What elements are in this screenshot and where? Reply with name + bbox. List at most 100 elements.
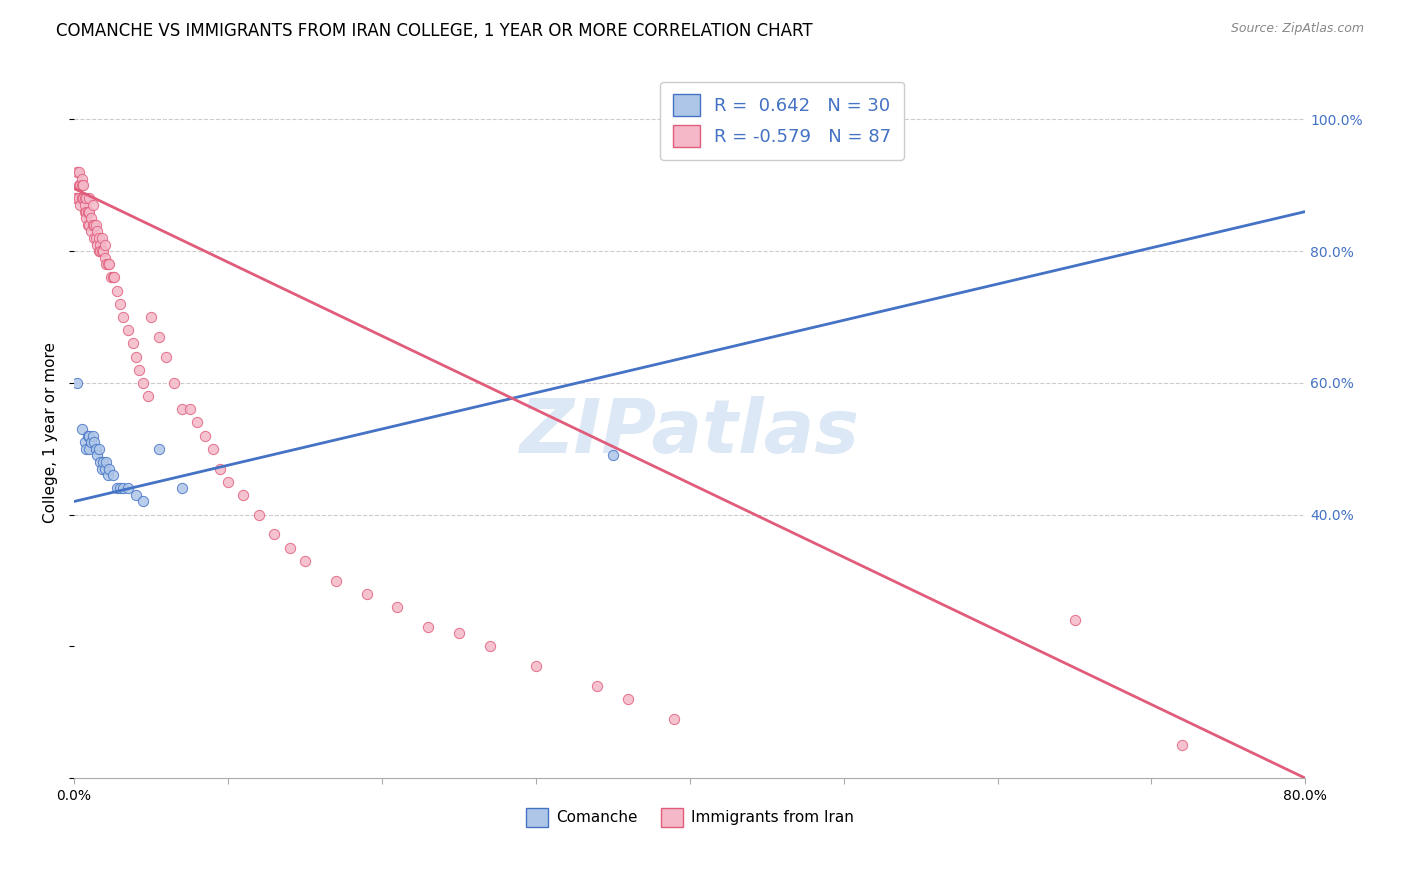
Point <box>83 435 105 450</box>
Point <box>602 448 624 462</box>
Point <box>72 191 94 205</box>
Point <box>478 640 501 654</box>
Point <box>105 284 128 298</box>
Point <box>66 191 89 205</box>
Point <box>73 198 96 212</box>
Point <box>66 376 89 390</box>
Text: Source: ZipAtlas.com: Source: ZipAtlas.com <box>1230 22 1364 36</box>
Point <box>163 376 186 390</box>
Point <box>664 712 686 726</box>
Point <box>263 527 285 541</box>
Point <box>77 218 100 232</box>
Point <box>82 428 104 442</box>
Point <box>247 508 270 522</box>
Point <box>121 336 143 351</box>
Point <box>179 402 201 417</box>
Point <box>447 626 470 640</box>
Point <box>69 198 91 212</box>
Point <box>232 488 254 502</box>
Point <box>209 461 232 475</box>
Point <box>148 330 170 344</box>
Point <box>79 218 101 232</box>
Point <box>80 211 103 226</box>
Point <box>103 270 125 285</box>
Point <box>91 455 114 469</box>
Point <box>112 481 135 495</box>
Point <box>82 198 104 212</box>
Point <box>96 257 118 271</box>
Point <box>84 231 107 245</box>
Point <box>128 362 150 376</box>
Point <box>89 244 111 258</box>
Point <box>94 461 117 475</box>
Point <box>586 679 609 693</box>
Point <box>90 231 112 245</box>
Point <box>90 461 112 475</box>
Point <box>67 191 90 205</box>
Point <box>70 178 93 193</box>
Point <box>94 237 117 252</box>
Point <box>132 376 155 390</box>
Point <box>387 599 409 614</box>
Point <box>617 692 640 706</box>
Point <box>194 428 217 442</box>
Point <box>105 481 128 495</box>
Point <box>86 237 108 252</box>
Point <box>148 442 170 456</box>
Point <box>132 494 155 508</box>
Point <box>80 435 103 450</box>
Point <box>124 350 146 364</box>
Point <box>325 574 347 588</box>
Point <box>65 191 87 205</box>
Point <box>83 231 105 245</box>
Point <box>1063 613 1085 627</box>
Point <box>97 468 120 483</box>
Point <box>77 204 100 219</box>
Point <box>136 389 159 403</box>
Point <box>84 442 107 456</box>
Legend: Comanche, Immigrants from Iran: Comanche, Immigrants from Iran <box>519 802 860 833</box>
Point <box>75 211 97 226</box>
Point <box>170 481 193 495</box>
Point <box>73 435 96 450</box>
Point <box>524 659 547 673</box>
Point <box>124 488 146 502</box>
Point <box>110 297 132 311</box>
Point <box>75 204 97 219</box>
Point <box>67 178 90 193</box>
Point <box>97 257 120 271</box>
Text: ZIPatlas: ZIPatlas <box>520 396 859 469</box>
Point <box>94 251 117 265</box>
Point <box>117 323 139 337</box>
Point <box>170 402 193 417</box>
Point <box>87 244 110 258</box>
Y-axis label: College, 1 year or more: College, 1 year or more <box>44 342 58 523</box>
Point <box>117 481 139 495</box>
Point <box>112 310 135 324</box>
Point <box>278 541 301 555</box>
Point <box>72 178 94 193</box>
Point <box>186 416 208 430</box>
Point <box>87 231 110 245</box>
Point <box>294 554 316 568</box>
Point <box>96 455 118 469</box>
Point <box>89 455 111 469</box>
Point <box>101 468 124 483</box>
Point <box>87 442 110 456</box>
Point <box>416 620 439 634</box>
Point <box>110 481 132 495</box>
Point <box>79 191 101 205</box>
Text: COMANCHE VS IMMIGRANTS FROM IRAN COLLEGE, 1 YEAR OR MORE CORRELATION CHART: COMANCHE VS IMMIGRANTS FROM IRAN COLLEGE… <box>56 22 813 40</box>
Point <box>100 270 122 285</box>
Point <box>67 165 90 179</box>
Point <box>82 218 104 232</box>
Point <box>70 422 93 436</box>
Point <box>101 270 124 285</box>
Point <box>155 350 177 364</box>
Point <box>79 428 101 442</box>
Point <box>79 442 101 456</box>
Point <box>72 191 94 205</box>
Point <box>70 191 93 205</box>
Point <box>75 191 97 205</box>
Point <box>70 171 93 186</box>
